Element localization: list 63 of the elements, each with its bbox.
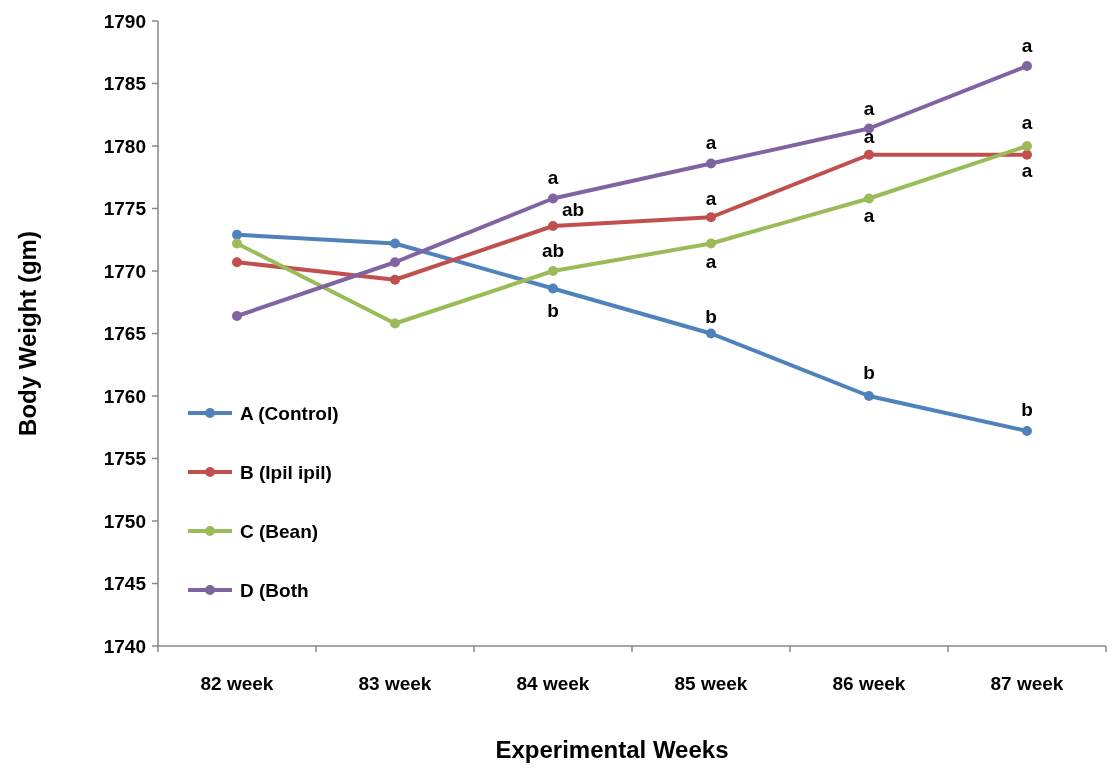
point bbox=[232, 238, 242, 249]
point bbox=[390, 274, 400, 285]
annotation: b bbox=[705, 306, 717, 328]
x-tick-label: 82 week bbox=[200, 673, 274, 694]
annotation: a bbox=[1021, 160, 1033, 182]
point bbox=[864, 391, 874, 401]
annotation: b bbox=[547, 300, 559, 322]
point bbox=[864, 193, 874, 204]
x-tick-label: 84 week bbox=[516, 673, 590, 694]
annotation: a bbox=[863, 126, 875, 148]
annotation: ab bbox=[561, 198, 585, 220]
point bbox=[1022, 149, 1032, 160]
point bbox=[548, 193, 558, 204]
annotation: a bbox=[863, 98, 875, 120]
point bbox=[706, 238, 716, 249]
point bbox=[706, 328, 716, 339]
y-tick-label: 1790 bbox=[103, 10, 146, 32]
point bbox=[232, 229, 242, 240]
point bbox=[864, 149, 874, 160]
legend-label: B (Ipil ipil) bbox=[240, 461, 332, 483]
annotation: a bbox=[863, 205, 875, 227]
legend-label: D (Both bbox=[240, 579, 309, 601]
point bbox=[1022, 426, 1032, 436]
y-tick-label: 1755 bbox=[103, 448, 147, 470]
y-tick-label: 1780 bbox=[103, 135, 146, 157]
point bbox=[390, 238, 400, 249]
x-tick-label: 86 week bbox=[832, 673, 906, 694]
x-tick-label: 85 week bbox=[674, 673, 748, 694]
y-axis-title: Body Weight (gm) bbox=[14, 231, 41, 436]
y-tick-label: 1765 bbox=[103, 323, 147, 345]
x-tick-label: 83 week bbox=[358, 673, 432, 694]
point bbox=[1022, 61, 1032, 71]
annotation: a bbox=[705, 251, 717, 273]
x-tick-label: 87 week bbox=[990, 673, 1064, 694]
point bbox=[1022, 141, 1032, 151]
annotation: a bbox=[1021, 34, 1033, 56]
point bbox=[548, 221, 558, 231]
legend-label: A (Control) bbox=[240, 402, 339, 424]
annotation: a bbox=[1021, 111, 1033, 133]
annotation: ab bbox=[541, 239, 565, 261]
y-tick-label: 1770 bbox=[103, 260, 146, 282]
annotation: a bbox=[705, 132, 717, 154]
y-tick-label: 1775 bbox=[103, 198, 147, 220]
annotation: a bbox=[705, 187, 717, 209]
point bbox=[706, 158, 716, 169]
annotation: b bbox=[1021, 398, 1033, 420]
y-tick-label: 1740 bbox=[103, 635, 146, 657]
legend-label: C (Bean) bbox=[240, 520, 319, 542]
y-tick-label: 1785 bbox=[103, 73, 147, 95]
point bbox=[390, 257, 400, 268]
y-tick-label: 1760 bbox=[103, 385, 146, 407]
point bbox=[706, 212, 716, 223]
x-axis-title: Experimental Weeks bbox=[495, 736, 729, 763]
point bbox=[232, 311, 242, 321]
annotation: b bbox=[863, 361, 875, 383]
annotation: a bbox=[547, 167, 559, 189]
point bbox=[232, 257, 242, 268]
y-tick-label: 1745 bbox=[103, 573, 147, 595]
point bbox=[548, 283, 558, 294]
point bbox=[864, 123, 874, 134]
point bbox=[548, 266, 558, 276]
y-tick-label: 1750 bbox=[103, 510, 146, 532]
point bbox=[390, 318, 400, 329]
